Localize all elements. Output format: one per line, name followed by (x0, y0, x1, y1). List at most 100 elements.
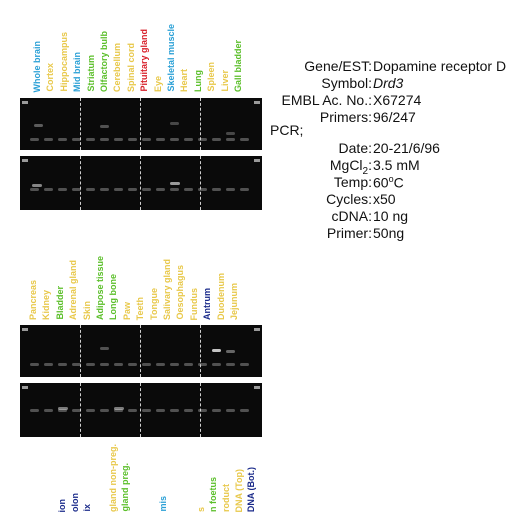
date-key: Date: (338, 140, 372, 156)
gel-divider (200, 98, 201, 150)
gel-top-upper (20, 98, 262, 150)
gel-ladder (254, 328, 260, 331)
gel-band (100, 188, 109, 191)
lane-labels-top: Whole brain Cortex Hippocampus Mid brain Str… (20, 12, 262, 92)
gel-ladder (254, 159, 260, 162)
lane-label: Long bone (108, 274, 119, 320)
lane-label: Gall bladder (233, 39, 243, 92)
gel-band (30, 409, 39, 412)
gel-band (170, 182, 180, 185)
lane-label: Striatum (85, 55, 96, 92)
lane-label: Teeth (135, 296, 146, 320)
gel-band (34, 124, 43, 127)
primer-key: Primer: (326, 225, 372, 241)
gel-band (128, 363, 137, 366)
gel-divider (140, 383, 141, 437)
gel-band (44, 138, 53, 141)
symbol-key: Symbol: (321, 75, 372, 91)
gel-band (114, 407, 124, 410)
lane-label: Lung (192, 70, 203, 92)
lane-label: olon (69, 493, 80, 512)
gel-band (30, 188, 39, 191)
gel-band (100, 138, 109, 141)
gel-band (142, 138, 151, 141)
primer-value: 50ng (373, 225, 405, 241)
gel-divider (200, 325, 201, 377)
cycles-value: x50 (373, 191, 396, 207)
gel-band (114, 363, 123, 366)
lane-label: Fundus (188, 287, 199, 321)
gel-band (58, 188, 67, 191)
gel-band (226, 138, 235, 141)
gel-band (156, 363, 165, 366)
gel-band (72, 138, 81, 141)
gel-divider (140, 98, 141, 150)
lane-label: DNA (Top) (233, 468, 244, 512)
cdna-value: 10 ng (373, 208, 409, 224)
lane-label: Adrenal gland (68, 259, 79, 320)
gel-band (142, 409, 151, 412)
gel-band (198, 138, 207, 141)
gel-band (212, 138, 221, 141)
gel-band (44, 188, 53, 191)
gel-band (198, 363, 207, 366)
gel-band (86, 138, 95, 141)
gel-divider (200, 383, 201, 437)
lane-labels-bottom: ion olon ix gland non-preg. gland preg. mis s n… (28, 440, 268, 512)
gel-band (114, 188, 123, 191)
gel-middle-lower (20, 383, 262, 437)
gel-band (86, 409, 95, 412)
lane-label: Whole brain (32, 40, 42, 93)
lane-label: n foetus (208, 477, 219, 512)
lane-label: Heart (179, 68, 190, 92)
gel-ladder (22, 101, 28, 104)
pcr-info: Date: 20-21/6/96 MgCl2: 3.5 mM Temp: 60o… (270, 140, 512, 241)
gel-band (72, 188, 81, 191)
gel-band (58, 138, 67, 141)
lane-label: Cerebellum (112, 42, 123, 92)
gel-band (240, 409, 249, 412)
lane-label: Pituitary gland (139, 29, 150, 92)
gel-band (58, 363, 67, 366)
lane-label: mis (158, 496, 168, 512)
lane-label: Liver (219, 70, 230, 92)
gel-band (72, 409, 81, 412)
gel-middle-upper (20, 325, 262, 377)
lane-label: s (195, 506, 206, 512)
date-value: 20-21/6/96 (373, 140, 440, 156)
gel-band (156, 188, 165, 191)
lane-label: Mid brain (72, 52, 83, 92)
lane-label: Skin (81, 300, 92, 320)
gene-info: Gene/EST: Dopamine receptor D Symbol: Dr… (270, 58, 512, 125)
symbol-value: Drd3 (373, 75, 404, 91)
lane-label: Duodenum (215, 273, 226, 320)
gel-band (44, 409, 53, 412)
lane-label: ix (82, 504, 93, 512)
mgcl2-value: 3.5 mM (373, 157, 420, 173)
gel-band (184, 363, 193, 366)
lane-label: gland preg. (120, 463, 131, 512)
lane-label: Salivary gland (162, 258, 172, 320)
embl-value: X67274 (373, 92, 422, 108)
gel-band (212, 409, 221, 412)
gel-divider (80, 383, 81, 437)
primers-value: 96/247 (373, 109, 416, 125)
lane-label: Pancreas (28, 279, 38, 320)
gel-band (226, 409, 235, 412)
gene-value: Dopamine receptor D (373, 58, 507, 74)
gel-band (170, 363, 179, 366)
gel-ladder (254, 386, 260, 389)
gel-band (58, 409, 67, 412)
gel-ladder (22, 386, 28, 389)
gel-band (226, 188, 235, 191)
gel-band (170, 409, 179, 412)
cdna-key: cDNA: (331, 208, 372, 224)
gel-band (212, 349, 221, 352)
gel-band (30, 138, 39, 141)
lane-label: DNA (Bot.) (246, 466, 257, 512)
gel-band (128, 188, 137, 191)
gel-band (128, 409, 137, 412)
gel-band (100, 363, 109, 366)
gel-band (240, 188, 249, 191)
gel-band (142, 363, 151, 366)
